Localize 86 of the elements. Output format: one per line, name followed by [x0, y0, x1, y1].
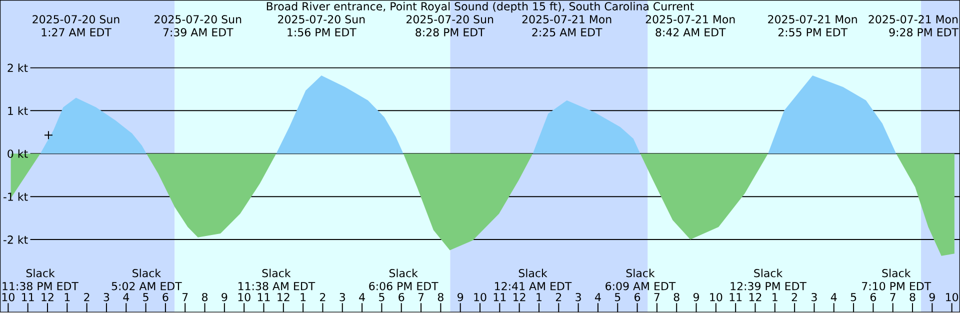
x-tick-label: 10 — [710, 293, 722, 302]
x-tick-label: 1 — [300, 293, 306, 302]
annotation: 11:38 PM EDT — [2, 282, 78, 290]
x-tick-label: 6 — [398, 293, 404, 302]
annotation: Slack — [389, 268, 418, 278]
x-tick-label: 1 — [772, 293, 778, 302]
x-tick-label: 3 — [812, 293, 817, 302]
y-tick-label: 1 kt — [8, 106, 28, 116]
annotation: Slack — [262, 268, 291, 278]
annotation: 12:41 AM EDT — [495, 282, 572, 290]
x-tick-label: 2 — [792, 293, 797, 302]
x-tick-label: 10 — [946, 293, 958, 302]
x-tick-label: 7 — [890, 293, 896, 302]
x-tick-label: 6 — [634, 293, 640, 302]
annotation: 1:56 PM EDT — [288, 28, 356, 37]
annotation: 2025-07-21 Mon — [768, 15, 857, 24]
x-tick-label: 12 — [42, 293, 54, 302]
x-tick-label: 9 — [222, 293, 228, 302]
annotation: Slack — [518, 268, 548, 278]
x-tick-label: 7 — [654, 293, 660, 302]
annotation: 5:02 AM EDT — [112, 282, 182, 290]
x-tick-label: 4 — [123, 293, 130, 302]
x-tick-label: 6 — [870, 293, 876, 302]
annotation: 7:10 PM EDT — [862, 282, 932, 290]
x-tick-label: 2 — [84, 293, 90, 302]
x-tick-label: 12 — [514, 293, 526, 302]
x-tick-label: 2 — [320, 293, 326, 302]
x-tick-label: 9 — [693, 293, 699, 302]
x-tick-label: 3 — [340, 293, 346, 302]
annotation: 2025-07-21 Mon — [646, 15, 735, 24]
x-tick-label: 9 — [458, 293, 464, 302]
x-tick-label: 5 — [614, 293, 620, 302]
x-tick-label: 11 — [494, 293, 506, 302]
annotation: 8:42 AM EDT — [656, 28, 726, 37]
annotation: 2025-07-21 Mon — [868, 15, 958, 24]
y-tick-label: 2 kt — [8, 64, 28, 72]
x-tick-label: 1 — [64, 293, 70, 302]
x-tick-label: 2 — [556, 293, 562, 302]
x-tick-label: 3 — [576, 293, 581, 302]
chart-title: Broad River entrance, Point Royal Sound (depth 15 ft), South Carolina Current — [266, 2, 694, 13]
x-tick-label: 8 — [438, 293, 444, 302]
annotation: Slack — [626, 268, 655, 278]
annotation: 6:09 AM EDT — [606, 282, 676, 290]
x-tick-label: 8 — [910, 293, 916, 302]
x-tick-label: 11 — [730, 293, 742, 302]
x-tick-label: 5 — [850, 293, 856, 302]
annotation: 2025-07-20 Sun — [278, 15, 365, 24]
annotation: 12:39 PM EDT — [730, 282, 806, 290]
x-tick-label: 7 — [182, 293, 188, 302]
annotation: 2025-07-20 Sun — [406, 15, 494, 24]
y-tick-label: -2 kt — [4, 236, 28, 244]
annotation: Slack — [882, 268, 911, 278]
annotation: 2025-07-20 Sun — [32, 15, 120, 24]
x-tick-label: 10 — [238, 293, 250, 302]
x-tick-label: 8 — [674, 293, 680, 302]
x-tick-label: 4 — [359, 293, 365, 302]
x-tick-label: 6 — [162, 293, 168, 302]
annotation: 2025-07-21 Mon — [522, 15, 612, 24]
x-tick-label: 11 — [258, 293, 270, 302]
annotation: 1:27 AM EDT — [42, 28, 112, 36]
x-tick-label: 4 — [830, 293, 837, 302]
annotation: 2:55 PM EDT — [778, 28, 848, 37]
annotation: 2025-07-20 Sun — [154, 15, 242, 24]
x-tick-label: 1 — [536, 293, 542, 302]
x-tick-label: 12 — [749, 293, 762, 302]
annotation: 11:38 AM EDT — [238, 282, 316, 290]
x-tick-label: 5 — [143, 293, 148, 302]
x-tick-label: 11 — [22, 293, 34, 302]
x-tick-label: 5 — [379, 293, 384, 302]
annotation: 6:06 PM EDT — [369, 282, 438, 290]
x-tick-label: 8 — [202, 293, 208, 302]
annotation: 9:28 PM EDT — [889, 28, 959, 37]
x-tick-label: 12 — [278, 293, 290, 302]
annotation: 7:39 AM EDT — [163, 28, 234, 37]
annotation: Slack — [754, 268, 783, 278]
x-tick-label: 4 — [595, 293, 601, 302]
x-tick-label: 3 — [104, 293, 110, 302]
x-tick-label: 10 — [2, 293, 14, 302]
annotation: 2:25 AM EDT — [532, 28, 602, 37]
x-tick-label: 9 — [929, 293, 935, 302]
annotation: 8:28 PM EDT — [416, 28, 485, 37]
annotation: Slack — [132, 268, 162, 278]
x-tick-label: 7 — [418, 293, 424, 302]
y-tick-label: -1 kt — [4, 192, 28, 201]
annotation: Slack — [26, 268, 55, 278]
x-tick-label: 10 — [474, 293, 486, 302]
